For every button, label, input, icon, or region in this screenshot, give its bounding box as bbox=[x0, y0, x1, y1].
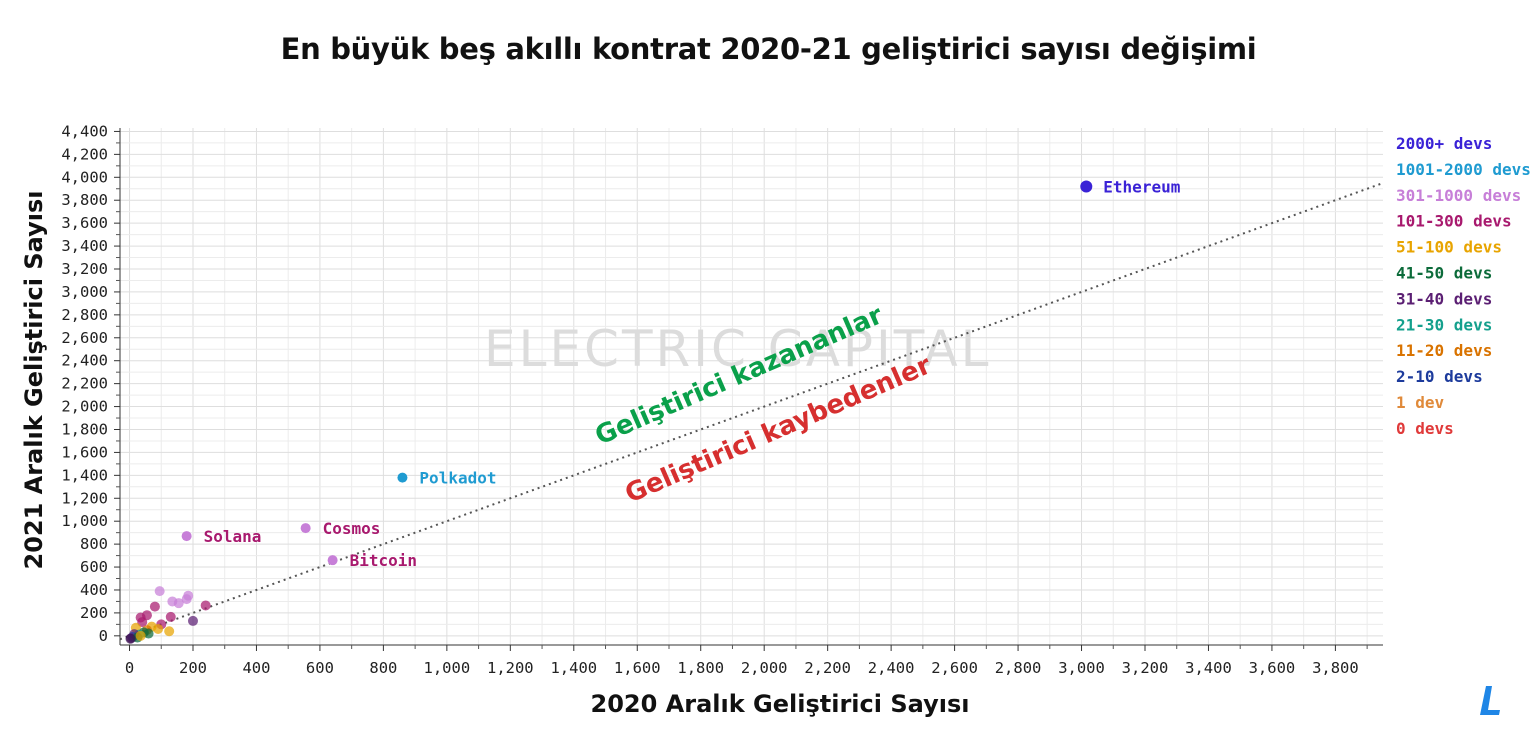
point-label-polkadot: Polkadot bbox=[419, 469, 496, 488]
x-tick-label: 3,000 bbox=[1058, 659, 1105, 677]
data-point bbox=[154, 586, 165, 597]
legend-item: 31-40 devs bbox=[1396, 289, 1492, 308]
y-tick-label: 1,200 bbox=[61, 489, 108, 507]
grid bbox=[120, 128, 1383, 645]
x-tick-label: 3,600 bbox=[1249, 659, 1296, 677]
data-point-polkadot bbox=[397, 472, 408, 483]
legend-item: 101-300 devs bbox=[1396, 212, 1512, 231]
data-point bbox=[135, 630, 146, 641]
data-point bbox=[181, 594, 192, 605]
x-tick-label: 0 bbox=[125, 659, 134, 677]
x-axis-title: 2020 Aralık Geliştirici Sayısı bbox=[591, 690, 970, 718]
legend-item: 1001-2000 devs bbox=[1396, 160, 1531, 179]
data-point bbox=[164, 626, 175, 637]
y-tick-label: 3,200 bbox=[61, 260, 108, 278]
legend-item: 41-50 devs bbox=[1396, 264, 1492, 283]
y-tick-label: 4,400 bbox=[61, 122, 108, 140]
axes: 0 200 400 600 800 1,000 1,200 1,400 1,600 1,800 2,… bbox=[61, 122, 1383, 677]
x-tick-label: 1,400 bbox=[550, 659, 597, 677]
y-tick-label: 1,600 bbox=[61, 443, 108, 461]
legend-item: 21-30 devs bbox=[1396, 315, 1492, 334]
y-tick-label: 1,000 bbox=[61, 512, 108, 530]
x-tick-label: 2,600 bbox=[931, 659, 978, 677]
y-tick-label: 4,000 bbox=[61, 168, 108, 186]
watermark: ELECTRIC CAPITAL bbox=[484, 320, 992, 378]
data-point-bitcoin bbox=[327, 555, 338, 566]
x-tick-label: 200 bbox=[179, 659, 207, 677]
y-tick-label: 2,600 bbox=[61, 329, 108, 347]
y-tick-label: 2,800 bbox=[61, 306, 108, 324]
x-tick-label: 800 bbox=[369, 659, 397, 677]
data-point-solana bbox=[181, 531, 192, 542]
y-tick-label: 2,200 bbox=[61, 375, 108, 393]
diagonal-line bbox=[119, 182, 1384, 641]
y-tick-label: 1,800 bbox=[61, 420, 108, 438]
legend-item: 301-1000 devs bbox=[1396, 186, 1521, 205]
legend-item: 51-100 devs bbox=[1396, 238, 1502, 257]
y-tick-label: 2,400 bbox=[61, 352, 108, 370]
data-point bbox=[187, 615, 198, 626]
y-tick-label: 3,400 bbox=[61, 237, 108, 255]
y-tick-label: 600 bbox=[80, 558, 108, 576]
y-tick-label: 1,400 bbox=[61, 466, 108, 484]
x-tick-label: 3,800 bbox=[1312, 659, 1359, 677]
point-label-solana: Solana bbox=[204, 527, 262, 546]
x-tick-label: 3,400 bbox=[1185, 659, 1232, 677]
legend-item: 0 devs bbox=[1396, 419, 1454, 438]
point-label-bitcoin: Bitcoin bbox=[350, 551, 417, 570]
data-point bbox=[200, 600, 211, 611]
y-tick-label: 3,000 bbox=[61, 283, 108, 301]
data-point bbox=[165, 611, 176, 622]
legend-item: 2-10 devs bbox=[1396, 367, 1483, 386]
y-tick-label: 200 bbox=[80, 604, 108, 622]
point-label-cosmos: Cosmos bbox=[323, 519, 381, 538]
x-tick-label: 1,200 bbox=[487, 659, 534, 677]
y-tick-label: 2,000 bbox=[61, 398, 108, 416]
x-tick-label: 2,800 bbox=[995, 659, 1042, 677]
data-point bbox=[149, 601, 160, 612]
data-point bbox=[143, 628, 154, 639]
reference-line bbox=[119, 182, 1384, 641]
legend: 2000+ devs 1001-2000 devs 301-1000 devs 101… bbox=[1396, 134, 1531, 438]
chart-title: En büyük beş akıllı kontrat 2020-21 geli… bbox=[280, 32, 1257, 66]
y-tick-label: 800 bbox=[80, 535, 108, 553]
data-point bbox=[173, 598, 184, 609]
x-tick-label: 2,400 bbox=[868, 659, 915, 677]
point-label-ethereum: Ethereum bbox=[1103, 177, 1180, 196]
x-tick-label: 400 bbox=[242, 659, 270, 677]
x-tick-label: 600 bbox=[306, 659, 334, 677]
x-tick-label: 1,600 bbox=[614, 659, 661, 677]
y-tick-label: 3,800 bbox=[61, 191, 108, 209]
legend-item: 1 dev bbox=[1396, 393, 1445, 412]
x-tick-label: 1,800 bbox=[677, 659, 724, 677]
y-tick-label: 0 bbox=[99, 627, 108, 645]
y-axis-title: 2021 Aralık Geliştirici Sayısı bbox=[20, 191, 48, 570]
x-tick-label: 3,200 bbox=[1122, 659, 1169, 677]
x-tick-label: 2,000 bbox=[741, 659, 788, 677]
data-point bbox=[137, 617, 148, 628]
data-point-ethereum bbox=[1080, 180, 1093, 193]
y-tick-label: 400 bbox=[80, 581, 108, 599]
y-tick-label: 4,200 bbox=[61, 145, 108, 163]
legend-item: 2000+ devs bbox=[1396, 134, 1492, 153]
x-tick-label: 1,000 bbox=[424, 659, 471, 677]
legend-item: 11-20 devs bbox=[1396, 341, 1492, 360]
watermark-text: ELECTRIC CAPITAL bbox=[484, 320, 992, 378]
data-point bbox=[125, 633, 136, 644]
data-points: Ethereum Polkadot Solana Cosmos Bitcoin bbox=[125, 177, 1181, 644]
x-tick-label: 2,200 bbox=[804, 659, 851, 677]
data-point-cosmos bbox=[300, 523, 311, 534]
y-tick-label: 3,600 bbox=[61, 214, 108, 232]
electric-capital-logo-icon bbox=[1480, 686, 1500, 715]
